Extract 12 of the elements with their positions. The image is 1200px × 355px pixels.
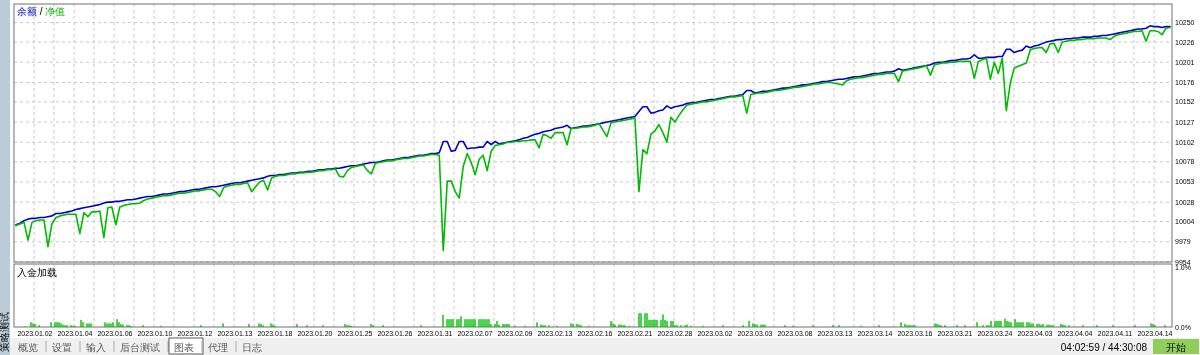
text: 代理: [208, 342, 228, 353]
chart-title: 入金加载: [17, 267, 57, 278]
text: 策略测试: [0, 312, 10, 352]
text: 开始: [1166, 342, 1186, 353]
text: 日志: [242, 342, 262, 353]
text: 图表: [174, 342, 194, 353]
legend: 余额 / 净值: [17, 6, 66, 17]
text: 设置: [52, 342, 72, 353]
text: 04:02:59 / 44:30:08: [1060, 342, 1147, 353]
text: 后台测试: [120, 342, 160, 353]
text: 输入: [86, 342, 106, 353]
text: 概览: [18, 342, 38, 353]
